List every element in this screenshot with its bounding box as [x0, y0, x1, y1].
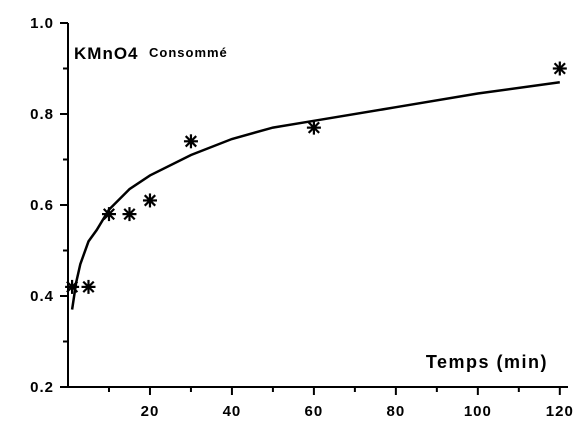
y-tick-label: 1.0: [30, 15, 54, 32]
y-tick-label: 0.2: [30, 379, 54, 396]
y-tick-label: 0.4: [30, 288, 54, 305]
data-point: [142, 193, 157, 208]
x-tick-label: 40: [223, 403, 242, 420]
ticks: 0.2 0.4 0.6 0.8 1.0 20 40 60 80 100 120: [30, 15, 574, 420]
y-tick-label: 0.8: [30, 106, 54, 123]
x-tick-label: 120: [546, 403, 574, 420]
data-point: [81, 279, 96, 294]
x-axis-label: Temps (min): [426, 352, 548, 372]
x-tick-label: 20: [141, 403, 160, 420]
axes: [67, 23, 568, 388]
y-tick-label: 0.6: [30, 197, 54, 214]
annotation-main: KMnO4: [74, 44, 139, 63]
x-tick-label: 60: [305, 403, 324, 420]
data-point: [183, 134, 198, 149]
annotation-sub: Consommé: [149, 45, 228, 60]
x-tick-label: 80: [387, 403, 406, 420]
data-point: [552, 61, 567, 76]
fit-curve: [70, 80, 560, 310]
data-point: [101, 207, 116, 222]
data-point: [306, 120, 321, 135]
data-point: [65, 279, 80, 294]
data-markers: [65, 61, 567, 294]
data-point: [122, 207, 137, 222]
x-tick-label: 100: [464, 403, 492, 420]
